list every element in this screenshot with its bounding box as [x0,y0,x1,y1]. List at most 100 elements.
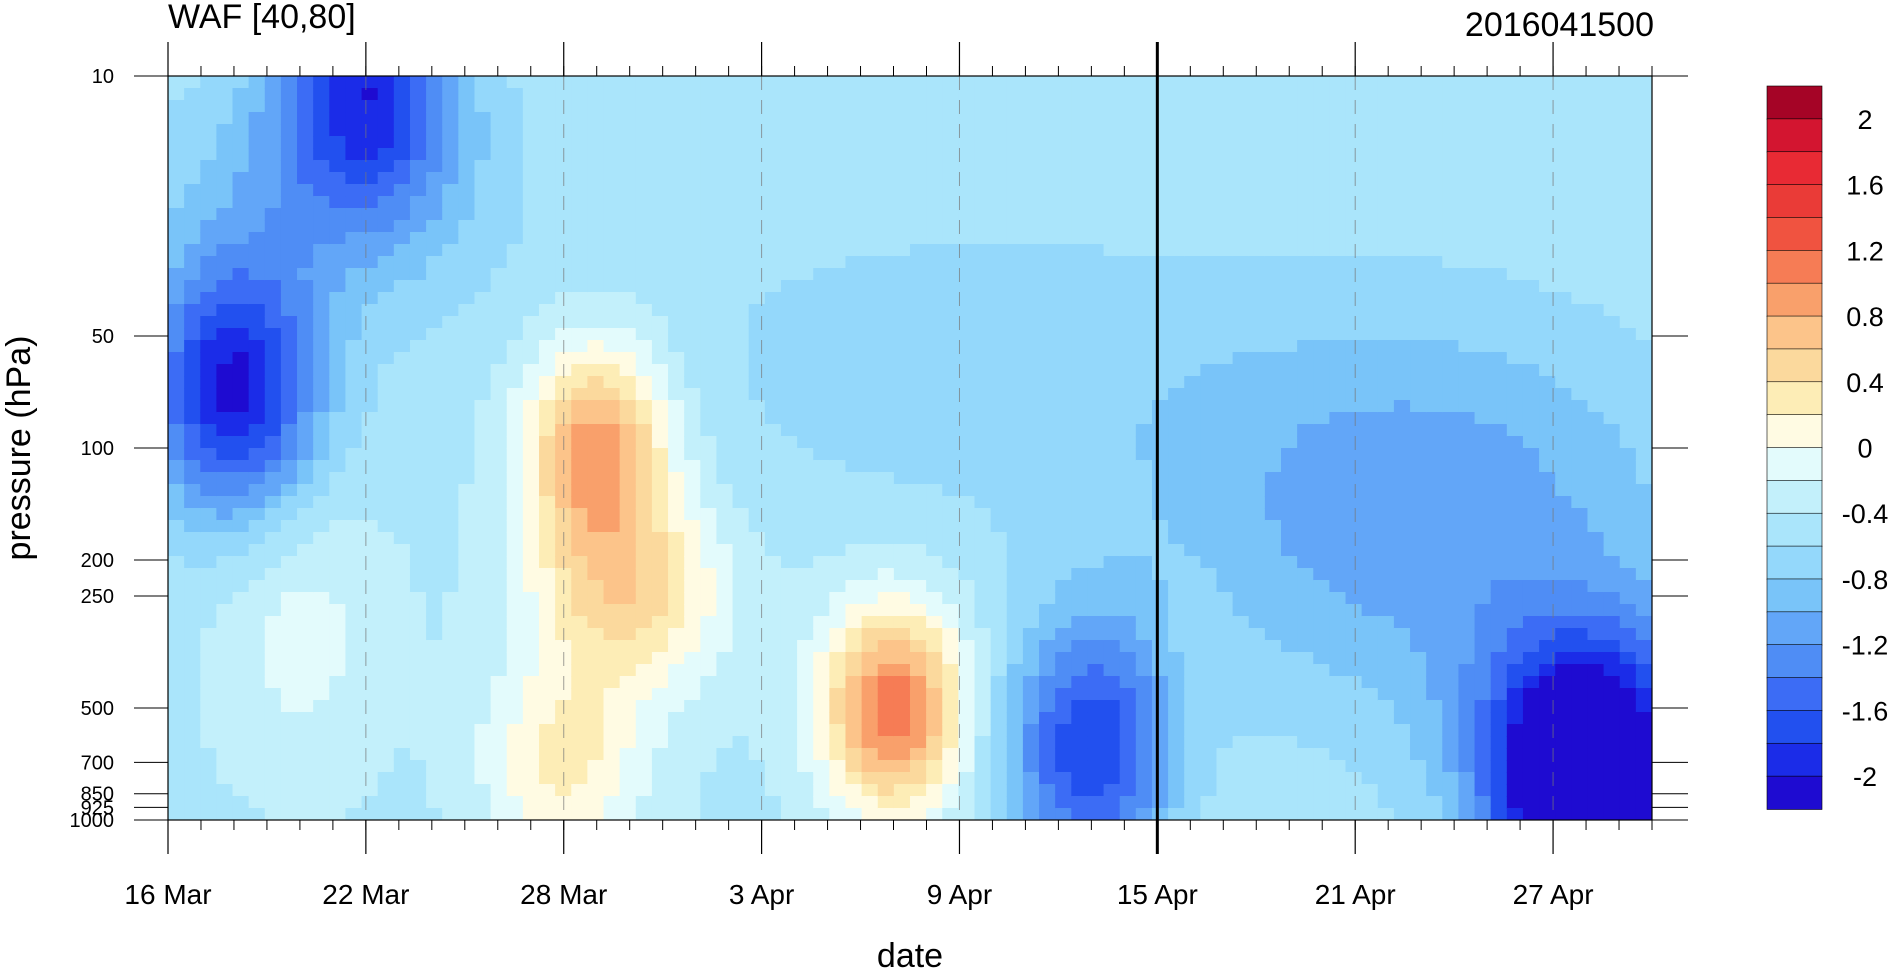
field-cell [168,304,185,317]
field-cell [1087,412,1105,425]
field-cell [1393,736,1411,749]
field-cell [490,436,508,449]
field-cell [264,772,282,785]
field-cell [958,580,976,593]
field-cell [426,736,443,749]
field-cell [780,724,798,737]
field-cell [1216,436,1234,449]
field-cell [1087,340,1105,353]
field-cell [1022,220,1040,233]
field-cell [1281,376,1298,389]
field-cell [216,436,234,449]
field-cell [1313,328,1330,341]
field-cell [942,556,959,569]
field-cell [668,700,685,713]
field-cell [700,340,718,353]
field-cell [861,460,879,473]
field-cell [797,496,814,509]
field-cell [926,88,943,101]
field-cell [587,784,605,797]
field-cell [216,604,234,617]
field-cell [942,208,959,221]
field-cell [474,664,492,677]
field-cell [764,484,782,497]
field-cell [458,88,476,101]
field-cell [377,796,395,809]
field-cell [587,736,605,749]
field-cell [168,724,185,737]
field-cell [1297,640,1314,653]
field-cell [458,268,476,281]
field-cell [1264,172,1282,185]
field-cell [393,700,411,713]
field-cell [490,700,508,713]
field-cell [393,652,411,665]
field-cell [1426,304,1443,317]
field-cell [1313,448,1330,461]
field-cell [1329,508,1347,521]
field-cell [442,748,459,761]
field-cell [700,772,718,785]
field-cell [1264,580,1282,593]
field-cell [974,676,992,689]
field-cell [1168,400,1185,413]
field-cell [232,352,250,365]
field-cell [539,580,556,593]
field-cell [1426,256,1443,269]
field-cell [571,616,588,629]
field-cell [393,592,411,605]
field-cell [426,592,443,605]
field-cell [1410,352,1427,365]
field-cell [700,352,718,365]
field-cell [651,100,669,113]
field-cell [1377,736,1395,749]
field-cell [635,544,653,557]
field-cell [1458,316,1476,329]
field-cell [668,508,685,521]
field-cell [797,100,814,113]
field-cell [522,304,540,317]
field-cell [313,244,330,257]
field-cell [1426,400,1443,413]
field-cell [1410,688,1427,701]
field-cell [329,772,347,785]
field-cell [1297,88,1314,101]
field-cell [168,472,185,485]
field-cell [1232,772,1250,785]
field-cell [1087,748,1105,761]
field-cell [1458,484,1476,497]
field-cell [361,232,379,245]
field-cell [732,784,750,797]
field-cell [248,280,266,293]
field-cell [184,328,201,341]
field-cell [1264,688,1282,701]
field-cell [1329,448,1347,461]
field-cell [1006,316,1024,329]
field-cell [700,544,718,557]
field-cell [1071,484,1089,497]
field-cell [1361,496,1379,509]
field-cell [974,100,992,113]
field-cell [587,436,605,449]
field-cell [264,556,282,569]
field-cell [361,76,379,89]
field-cell [1006,448,1024,461]
field-cell [603,664,621,677]
field-cell [1151,76,1169,89]
field-cell [748,520,766,533]
field-cell [1410,664,1427,677]
field-cell [1232,268,1250,281]
field-cell [1248,292,1266,305]
field-cell [958,220,976,233]
field-cell [1055,280,1072,293]
field-cell [539,100,556,113]
field-cell [651,436,669,449]
field-cell [1022,364,1040,377]
field-cell [926,484,943,497]
field-cell [1264,208,1282,221]
field-cell [1281,340,1298,353]
field-cell [635,328,653,341]
field-cell [861,520,879,533]
field-cell [1297,652,1314,665]
field-cell [651,364,669,377]
